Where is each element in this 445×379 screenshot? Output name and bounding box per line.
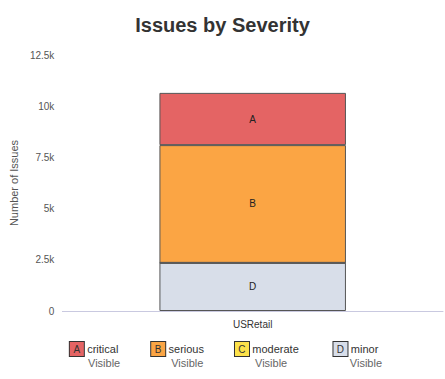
- svg-text:serious: serious: [169, 343, 205, 355]
- svg-text:10k: 10k: [38, 101, 55, 112]
- svg-text:B: B: [249, 198, 256, 209]
- svg-text:Issues by Severity: Issues by Severity: [135, 14, 310, 36]
- svg-text:Visible: Visible: [350, 357, 382, 369]
- svg-text:critical: critical: [87, 343, 118, 355]
- svg-text:D: D: [337, 344, 344, 355]
- svg-text:USRetail: USRetail: [233, 319, 272, 330]
- svg-text:D: D: [249, 281, 256, 292]
- svg-text:moderate: moderate: [252, 343, 298, 355]
- svg-text:Visible: Visible: [88, 357, 120, 369]
- svg-text:Number of Issues: Number of Issues: [8, 139, 20, 226]
- svg-text:5k: 5k: [44, 203, 56, 214]
- svg-text:A: A: [249, 114, 256, 125]
- svg-text:7.5k: 7.5k: [35, 152, 55, 163]
- svg-text:minor: minor: [351, 343, 379, 355]
- svg-text:C: C: [238, 344, 245, 355]
- svg-text:Visible: Visible: [171, 357, 203, 369]
- svg-text:0: 0: [49, 306, 55, 317]
- svg-text:A: A: [74, 344, 81, 355]
- svg-text:12.5k: 12.5k: [30, 50, 55, 61]
- svg-text:2.5k: 2.5k: [35, 254, 55, 265]
- svg-text:Visible: Visible: [255, 357, 287, 369]
- svg-text:B: B: [155, 344, 162, 355]
